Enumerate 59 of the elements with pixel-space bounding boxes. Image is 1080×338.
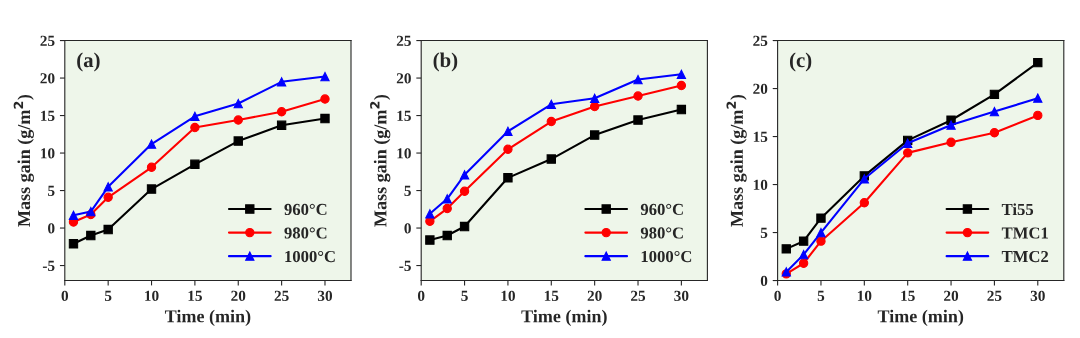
x-tick-label: 30 — [317, 290, 333, 302]
y-tick-label: 5 — [404, 185, 411, 196]
y-tick-label: 25 — [40, 35, 55, 47]
x-tick-label: 0 — [61, 290, 69, 302]
x-tick-label: 20 — [587, 290, 602, 302]
y-axis-title: Mass gain (g/m$^{2}$) — [370, 94, 391, 227]
y-tick-label: 0 — [48, 223, 55, 234]
legend-label: 1000°C — [285, 250, 335, 263]
y-tick-label: 15 — [753, 131, 768, 142]
annotation: (b) — [433, 52, 458, 72]
x-tick-label: 0 — [774, 290, 781, 302]
x-tick-label: 30 — [674, 290, 689, 302]
y-tick-label: 25 — [396, 35, 411, 47]
x-axis-title: Time (min) — [164, 309, 251, 327]
x-tick-label: 20 — [944, 290, 959, 302]
x-tick-label: 15 — [901, 290, 915, 302]
y-tick-label: -5 — [399, 260, 411, 271]
y-tick-label: 20 — [753, 83, 768, 95]
legend-label: Ti55 — [1001, 203, 1034, 216]
x-tick-label: 5 — [817, 290, 825, 302]
y-tick-label: 5 — [48, 185, 55, 196]
x-axis-title: Time (min) — [877, 309, 964, 327]
x-tick-label: 10 — [857, 290, 872, 302]
y-tick-label: -5 — [42, 260, 55, 271]
y-tick-label: 25 — [753, 35, 768, 47]
legend-label: 980°C — [640, 227, 683, 239]
y-tick-label: 20 — [396, 73, 411, 84]
legend-label: 1000°C — [641, 250, 692, 263]
y-tick-label: 10 — [41, 148, 55, 159]
x-tick-label: 10 — [145, 290, 159, 302]
legend-label: 960°C — [284, 203, 327, 216]
x-tick-label: 25 — [631, 290, 646, 302]
y-tick-label: 5 — [760, 227, 768, 238]
x-tick-label: 20 — [231, 290, 246, 302]
x-tick-label: 0 — [417, 290, 425, 302]
x-tick-label: 5 — [104, 290, 112, 302]
y-tick-label: 15 — [41, 110, 55, 121]
x-axis-title: Time (min) — [521, 309, 607, 327]
y-tick-label: 0 — [760, 275, 768, 286]
annotation: (a) — [77, 52, 100, 72]
x-tick-label: 25 — [274, 290, 289, 302]
x-tick-label: 5 — [461, 290, 468, 302]
x-tick-label: 10 — [501, 290, 515, 302]
legend-label: TMC2 — [1001, 250, 1049, 263]
y-axis-title: Mass gain (g/m$^{2}$) — [13, 94, 34, 227]
legend-label: 960°C — [640, 203, 683, 216]
legend-label: 980°C — [284, 227, 327, 239]
annotation: (c) — [789, 52, 812, 72]
x-tick-label: 25 — [987, 290, 1002, 302]
y-tick-label: 20 — [40, 73, 55, 84]
y-tick-label: 15 — [397, 110, 411, 121]
x-tick-label: 30 — [1030, 290, 1045, 302]
x-tick-label: 15 — [544, 290, 559, 302]
x-tick-label: 15 — [188, 290, 202, 302]
legend-label: TMC1 — [1001, 227, 1048, 239]
y-axis-title: Mass gain (g/m$^{2}$) — [726, 94, 747, 227]
y-tick-label: 0 — [404, 223, 411, 234]
y-tick-label: 10 — [753, 179, 768, 190]
y-tick-label: 10 — [397, 148, 411, 159]
